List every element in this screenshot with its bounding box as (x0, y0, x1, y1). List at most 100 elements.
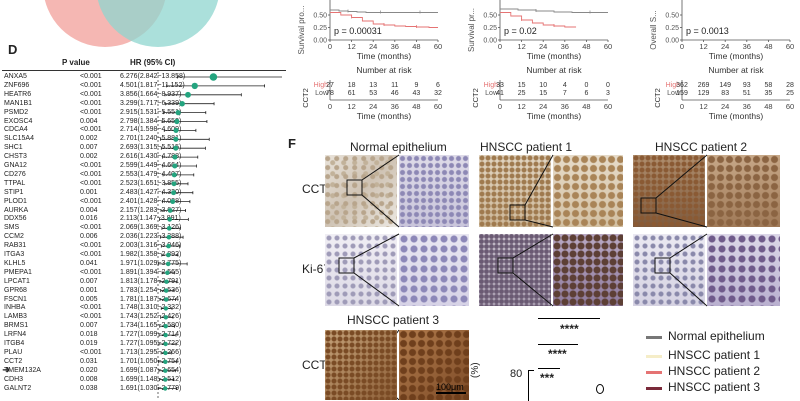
pvalue-label: <0.001 (80, 170, 102, 178)
gene-label: TTPAL (4, 179, 26, 187)
patient3-header: HNSCC patient 3 (347, 313, 440, 327)
pvalue-label: 0.002 (80, 135, 98, 143)
risk-high-count: 9 (414, 82, 418, 89)
pvalue-label: <0.001 (80, 90, 102, 98)
risk-xtick-label: 36 (561, 102, 569, 111)
km-xtick-label: 36 (743, 42, 751, 51)
pvalue-label: 0.018 (80, 331, 98, 339)
hr-label: 3.856(1.664~8.937) (120, 90, 182, 98)
hr-point (191, 82, 198, 90)
hr-label: 1.743(1.252~2.426) (120, 313, 182, 321)
pvalue-label: 0.001 (80, 286, 98, 294)
pvalue-label: 0.031 (80, 357, 98, 365)
gene-label: LAMB3 (4, 313, 27, 321)
km-ylabel: Overall S... (649, 10, 658, 50)
km-xtick-label: 24 (721, 42, 729, 51)
sig-label-3: *** (540, 371, 555, 385)
risk-ylabel: CCT2 (471, 88, 480, 108)
risk-high-count: 10 (539, 82, 547, 89)
gene-label: PMEPA1 (4, 268, 32, 276)
risk-high-count: 0 (584, 82, 588, 89)
gene-label: AURKA (4, 206, 29, 214)
risk-high-count: 13 (369, 82, 377, 89)
ihc-p2-cct2-high (707, 155, 780, 227)
risk-xtick-label: 36 (391, 102, 399, 111)
bar-ylabel: (%) (470, 362, 481, 378)
risk-xtick-label: 48 (764, 102, 772, 111)
ihc-p1-cct2-high (553, 155, 623, 227)
risk-high-count: 58 (765, 82, 773, 89)
gene-label: GNA12 (4, 162, 27, 169)
pvalue-label: <0.001 (80, 108, 102, 116)
hr-point (166, 225, 172, 231)
hr-point (185, 91, 191, 98)
hr-label: 2.069(1.369~3.126) (120, 224, 182, 232)
km-ytick-label: 0.25 (665, 25, 679, 32)
risk-xtick-label: 12 (517, 102, 525, 111)
risk-high-count: 6 (436, 82, 440, 89)
row-ki67-label: Ki-67 (302, 262, 331, 276)
pvalue-label: 0.007 (80, 144, 98, 152)
km-ytick-label: 0.00 (483, 38, 497, 45)
pvalue-label: 0.020 (80, 366, 98, 374)
hr-label: 1.713(1.295~2.266) (120, 348, 182, 356)
hr-point (173, 127, 179, 133)
risk-title: Number at risk (356, 65, 412, 75)
sig-label-2: **** (548, 347, 567, 361)
gene-label: FSCN1 (4, 295, 27, 303)
risk-high-count: 0 (606, 82, 610, 89)
hr-point (163, 341, 168, 347)
pvalue-label: <0.001 (80, 99, 102, 107)
risk-low-count: 83 (721, 90, 729, 97)
gene-label: INHBA (4, 304, 26, 312)
gene-label: BRMS1 (4, 322, 29, 330)
hr-label: 2.157(1.283~3.627) (120, 206, 182, 214)
risk-high-count: 11 (391, 82, 398, 89)
hr-point (166, 243, 171, 249)
risk-ylabel: CCT2 (653, 88, 662, 108)
hr-point (174, 118, 180, 125)
hr-label: 1.891(1.394~2.565) (120, 268, 182, 276)
km-xtick-label: 60 (604, 42, 612, 51)
hr-label: 2.714(1.598~4.609) (120, 126, 182, 134)
pvalue-label: <0.001 (80, 224, 102, 232)
risk-group-low: Low (315, 90, 329, 97)
risk-xtick-label: 0 (680, 102, 684, 111)
hr-point (171, 190, 177, 196)
risk-xtick-label: 36 (743, 102, 751, 111)
risk-low-count: 25 (786, 90, 794, 97)
hr-point (163, 315, 169, 320)
hr-label: 1.781(1.187~2.674) (120, 295, 182, 303)
risk-group-high: High (666, 82, 681, 89)
km-xlabel: Time (months) (527, 51, 582, 61)
risk-xtick-label: 24 (369, 102, 377, 111)
gene-label: SMS (4, 224, 20, 232)
risk-low-count: 3 (606, 90, 610, 97)
risk-xtick-label: 12 (699, 102, 707, 111)
scalebar-label: 100μm (436, 382, 464, 392)
gene-label: STIP1 (4, 188, 24, 196)
risk-group-high: High (484, 82, 499, 89)
pvalue-label: 0.038 (80, 384, 98, 392)
hr-label: 1.982(1.358~2.892) (120, 251, 182, 258)
risk-high-count: 4 (563, 82, 567, 89)
risk-high-count: 362 (676, 82, 688, 89)
risk-xtick-label: 24 (721, 102, 729, 111)
hr-point (163, 359, 168, 364)
risk-high-count: 269 (698, 82, 710, 89)
pvalue-label: 0.041 (80, 259, 98, 267)
km-pvalue: p = 0.0013 (686, 26, 729, 36)
gene-label: CHST3 (4, 153, 27, 161)
risk-low-count: 78 (326, 90, 334, 97)
risk-group-high: High (314, 82, 329, 89)
risk-low-count: 41 (496, 90, 504, 97)
gene-label: PLAU (4, 348, 23, 356)
pvalue-label: <0.001 (80, 162, 102, 169)
risk-title: Number at risk (526, 65, 582, 75)
risk-xtick-label: 60 (604, 102, 612, 111)
km-curve-high (500, 12, 577, 28)
hr-point (167, 208, 173, 213)
gene-label: GALNT2 (4, 384, 32, 392)
hr-point (171, 181, 177, 187)
